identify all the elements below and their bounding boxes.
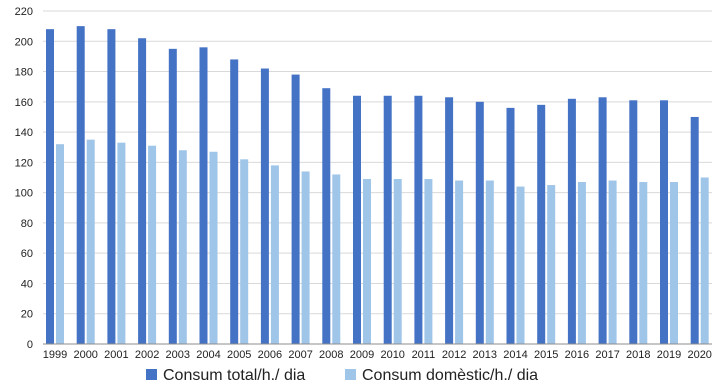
bar-total-2014	[506, 107, 515, 344]
bar-domestic-2001	[117, 142, 126, 344]
x-tick-label: 2008	[319, 349, 343, 361]
bar-domestic-2000	[86, 139, 95, 344]
bar-total-2003	[168, 48, 177, 344]
x-tick-label: 1999	[43, 349, 67, 361]
x-tick-label: 2005	[227, 349, 251, 361]
bar-domestic-2006	[270, 165, 279, 344]
bar-domestic-2020	[700, 177, 709, 344]
x-tick-label: 2018	[626, 349, 650, 361]
y-tick-label: 0	[27, 339, 33, 351]
y-tick-label: 200	[15, 36, 33, 48]
bar-domestic-2010	[393, 179, 402, 344]
bar-total-2020	[690, 116, 699, 344]
legend-swatch	[345, 369, 356, 380]
bar-domestic-2015	[547, 185, 556, 344]
bars	[46, 26, 709, 345]
legend: Consum total/h./ dia Consum domèstic/h./ …	[146, 367, 538, 384]
x-tick-label: 2000	[73, 349, 97, 361]
x-tick-label: 2004	[196, 349, 220, 361]
bar-domestic-2017	[608, 180, 617, 344]
bar-total-2010	[383, 95, 392, 344]
bar-total-2007	[291, 74, 300, 344]
bar-domestic-2007	[301, 171, 310, 344]
bar-domestic-2004	[209, 151, 218, 344]
y-tick-label: 160	[15, 97, 33, 109]
bar-total-2012	[445, 97, 454, 344]
y-tick-label: 120	[15, 157, 33, 169]
x-tick-label: 2016	[565, 349, 589, 361]
bar-total-2005	[230, 59, 239, 344]
bar-total-2016	[567, 98, 576, 344]
y-tick-label: 80	[21, 218, 33, 230]
bar-domestic-2008	[332, 174, 341, 344]
x-tick-label: 2010	[380, 349, 404, 361]
bar-total-1999	[46, 29, 54, 345]
legend-label: Consum domèstic/h./ dia	[362, 367, 538, 384]
bar-domestic-2012	[455, 180, 464, 344]
bar-domestic-2013	[485, 180, 494, 344]
bar-total-2002	[138, 38, 147, 344]
y-tick-label: 140	[15, 127, 33, 139]
x-tick-label: 2013	[473, 349, 497, 361]
x-tick-label: 2014	[503, 349, 527, 361]
legend-swatch	[146, 369, 157, 380]
bar-total-2004	[199, 47, 208, 345]
x-tick-label: 2002	[135, 349, 159, 361]
bar-domestic-2018	[639, 182, 648, 344]
bar-domestic-1999	[56, 144, 64, 344]
bar-total-2011	[414, 95, 423, 344]
bar-domestic-2019	[670, 182, 678, 344]
x-tick-label: 2011	[412, 349, 436, 361]
x-tick-label: 2015	[534, 349, 558, 361]
y-tick-label: 20	[21, 309, 33, 321]
x-tick-label: 2012	[442, 349, 466, 361]
y-tick-label: 220	[15, 6, 33, 18]
x-tick-label: 2006	[258, 349, 282, 361]
bar-domestic-2011	[424, 179, 433, 344]
bar-total-2013	[475, 101, 484, 345]
x-tick-label: 2009	[350, 349, 374, 361]
y-tick-label: 40	[21, 278, 33, 290]
bar-domestic-2016	[577, 182, 586, 344]
bar-total-2000	[76, 26, 85, 345]
bar-total-2008	[322, 88, 331, 344]
x-tick-label: 2017	[595, 349, 619, 361]
bar-domestic-2014	[516, 186, 525, 344]
bar-domestic-2005	[240, 159, 249, 344]
bar-total-2018	[629, 100, 638, 345]
legend-label: Consum total/h./ dia	[163, 367, 305, 384]
axes: 0 20 40 60 80 100 120 140 160 180 200 220 1999 2000 20…	[15, 6, 712, 361]
bar-total-2001	[107, 29, 116, 345]
x-tick-label: 2003	[166, 349, 190, 361]
bar-total-2019	[660, 100, 668, 345]
y-tick-label: 60	[21, 248, 33, 260]
bar-total-2009	[353, 95, 361, 344]
bar-total-2015	[537, 104, 546, 344]
y-tick-label: 180	[15, 67, 33, 79]
bar-domestic-2003	[178, 150, 187, 344]
x-tick-label: 2019	[657, 349, 681, 361]
bar-domestic-2002	[148, 145, 157, 344]
y-tick-label: 100	[15, 188, 33, 200]
x-tick-label: 2007	[288, 349, 312, 361]
x-tick-label: 2001	[104, 349, 128, 361]
bar-domestic-2009	[363, 179, 371, 344]
bar-total-2017	[598, 97, 607, 344]
x-tick-label: 2020	[687, 349, 711, 361]
bar-total-2006	[260, 68, 269, 344]
